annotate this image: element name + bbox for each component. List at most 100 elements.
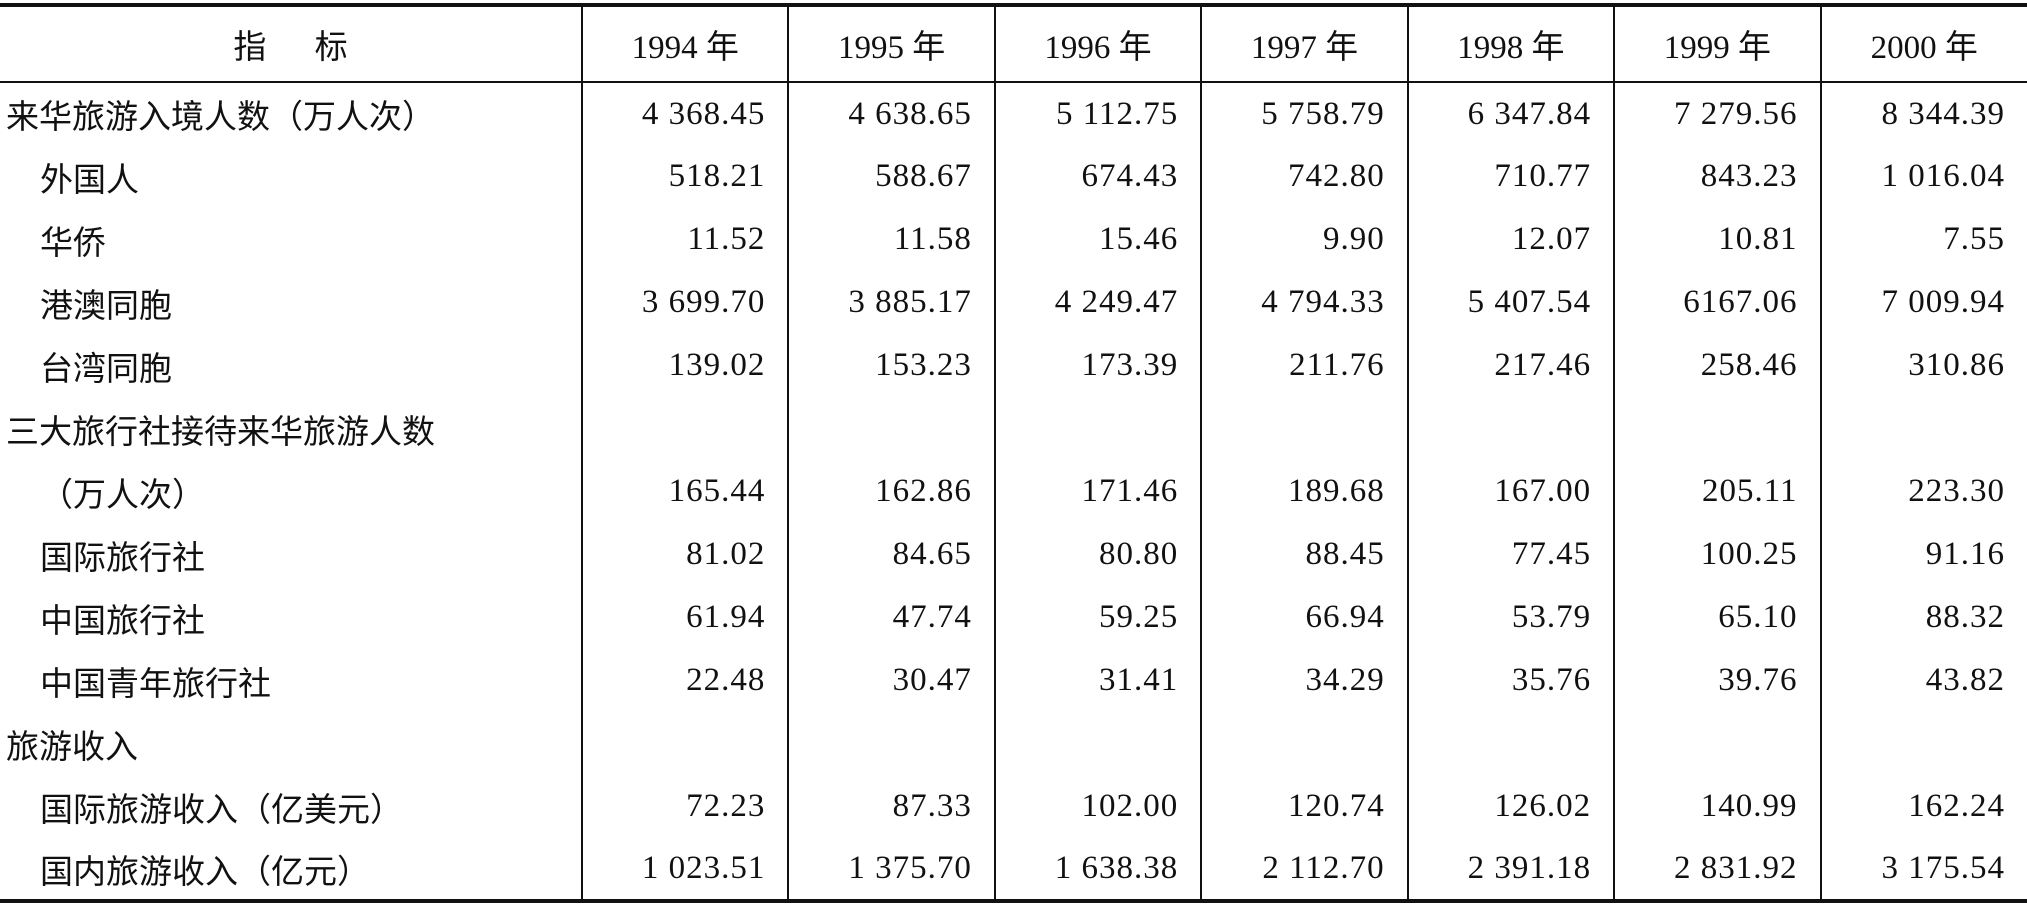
cell-value: 15.46 [993,208,1202,271]
cell-value: 61.94 [580,586,789,649]
empty-cell [993,397,1202,460]
empty-cell [1406,712,1615,775]
cell-value: 140.99 [1613,775,1821,838]
cell-value: 80.80 [993,523,1202,586]
cell-value: 2 831.92 [1613,838,1821,901]
cell-value: 5 758.79 [1200,82,1408,145]
cell-value: 310.86 [1819,334,2027,397]
cell-value: 11.52 [580,208,789,271]
cell-value: 72.23 [580,775,789,838]
empty-cell [993,712,1202,775]
header-label: 指 标 [233,30,348,66]
cell-value: 66.94 [1200,586,1408,649]
cell-value: 91.16 [1819,523,2027,586]
cell-value: 189.68 [1200,460,1408,523]
table-row: 中国旅行社 61.94 47.74 59.25 66.94 53.79 65.10 88.32 [0,586,2027,649]
cell-value: 7.55 [1819,208,2027,271]
row-label: 国内旅游收入（亿元） [40,854,370,891]
cell-value: 39.76 [1613,649,1821,712]
row-label: 国际旅行社 [40,540,205,577]
cell-value: 139.02 [580,334,789,397]
cell-value: 153.23 [787,334,995,397]
header-year: 1999 年 [1613,5,1821,82]
cell-value: 30.47 [787,649,995,712]
cell-value: 4 794.33 [1200,271,1408,334]
cell-value: 217.46 [1406,334,1615,397]
row-label: 来华旅游入境人数（万人次） [6,100,435,136]
cell-value: 6 347.84 [1406,82,1615,145]
row-label: 港澳同胞 [40,288,172,325]
cell-value: 102.00 [993,775,1202,838]
empty-cell [1613,397,1821,460]
cell-value: 674.43 [993,145,1202,208]
cell-value: 7 279.56 [1613,82,1821,145]
cell-value: 31.41 [993,649,1202,712]
cell-value: 10.81 [1613,208,1821,271]
cell-value: 2 112.70 [1200,838,1408,901]
cell-value: 100.25 [1613,523,1821,586]
row-label: 外国人 [40,162,139,199]
cell-value: 77.45 [1406,523,1615,586]
empty-cell [1406,397,1615,460]
cell-value: 47.74 [787,586,995,649]
cell-value: 518.21 [580,145,789,208]
cell-value: 167.00 [1406,460,1615,523]
cell-value: 22.48 [580,649,789,712]
row-label: 中国旅行社 [40,603,205,640]
cell-value: 173.39 [993,334,1202,397]
header-year: 1997 年 [1200,5,1408,82]
cell-value: 3 885.17 [787,271,995,334]
row-label: 国际旅游收入（亿美元） [40,792,403,829]
header-year: 1998 年 [1406,5,1615,82]
cell-value: 165.44 [580,460,789,523]
cell-value: 3 699.70 [580,271,789,334]
cell-value: 53.79 [1406,586,1615,649]
header-year: 1994 年 [580,5,789,82]
row-label: 中国青年旅行社 [40,666,271,703]
cell-value: 1 638.38 [993,838,1202,901]
cell-value: 5 407.54 [1406,271,1615,334]
row-label: 台湾同胞 [40,351,172,388]
cell-value: 81.02 [580,523,789,586]
empty-cell [1200,397,1408,460]
empty-cell [787,397,995,460]
cell-value: 710.77 [1406,145,1615,208]
empty-cell [580,397,789,460]
cell-value: 88.45 [1200,523,1408,586]
cell-value: 4 368.45 [580,82,789,145]
cell-value: 4 638.65 [787,82,995,145]
table-row: 三大旅行社接待来华旅游人数 [0,397,2027,460]
table-row: 旅游收入 [0,712,2027,775]
cell-value: 1 016.04 [1819,145,2027,208]
cell-value: 223.30 [1819,460,2027,523]
cell-value: 205.11 [1613,460,1821,523]
cell-value: 1 023.51 [580,838,789,901]
cell-value: 162.86 [787,460,995,523]
table-row: 港澳同胞 3 699.70 3 885.17 4 249.47 4 794.33 5 40… [0,271,2027,334]
table-row: 国内旅游收入（亿元） 1 023.51 1 375.70 1 638.38 2 112.… [0,838,2027,901]
cell-value: 126.02 [1406,775,1615,838]
cell-value: 211.76 [1200,334,1408,397]
table-row: 台湾同胞 139.02 153.23 173.39 211.76 217.46 258.46… [0,334,2027,397]
cell-value: 5 112.75 [993,82,1202,145]
table-row: 国际旅行社 81.02 84.65 80.80 88.45 77.45 100.25 91.1… [0,523,2027,586]
cell-value: 2 391.18 [1406,838,1615,901]
table-row: 华侨 11.52 11.58 15.46 9.90 12.07 10.81 7.55 [0,208,2027,271]
cell-value: 34.29 [1200,649,1408,712]
table-body: 来华旅游入境人数（万人次） 4 368.45 4 638.65 5 112.75 5 7… [0,82,2027,901]
row-label: （万人次） [40,477,205,514]
cell-value: 843.23 [1613,145,1821,208]
cell-value: 9.90 [1200,208,1408,271]
cell-value: 162.24 [1819,775,2027,838]
cell-value: 120.74 [1200,775,1408,838]
table-row: （万人次） 165.44 162.86 171.46 189.68 167.00 205.1… [0,460,2027,523]
cell-value: 59.25 [993,586,1202,649]
row-label: 华侨 [40,225,106,262]
cell-value: 12.07 [1406,208,1615,271]
header-year: 2000 年 [1819,5,2027,82]
cell-value: 258.46 [1613,334,1821,397]
cell-value: 1 375.70 [787,838,995,901]
